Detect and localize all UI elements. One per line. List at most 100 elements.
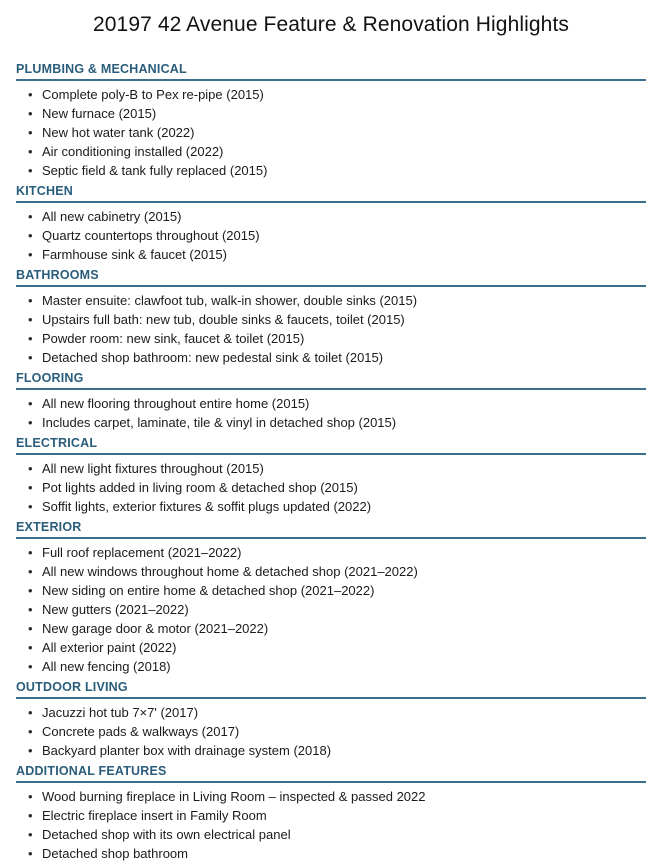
bullet-icon bbox=[28, 657, 38, 676]
section-bathrooms: BATHROOMS Master ensuite: clawfoot tub, … bbox=[16, 268, 646, 367]
feature-list: Wood burning fireplace in Living Room – … bbox=[16, 787, 646, 863]
feature-text: Soffit lights, exterior fixtures & soffi… bbox=[42, 499, 372, 514]
feature-item: Electric fireplace insert in Family Room bbox=[28, 806, 646, 825]
feature-item: Wood burning fireplace in Living Room – … bbox=[28, 787, 646, 806]
feature-item: Detached shop bathroom bbox=[28, 844, 646, 863]
section-exterior: EXTERIOR Full roof replacement (2021–202… bbox=[16, 520, 646, 676]
page-title: 20197 42 Avenue Feature & Renovation Hig… bbox=[93, 13, 569, 36]
feature-text: Full roof replacement (2021–2022) bbox=[42, 545, 242, 560]
bullet-icon bbox=[28, 123, 38, 142]
bullet-icon bbox=[28, 310, 38, 329]
feature-text: Pot lights added in living room & detach… bbox=[42, 480, 358, 495]
feature-list: Master ensuite: clawfoot tub, walk-in sh… bbox=[16, 291, 646, 367]
feature-item: Backyard planter box with drainage syste… bbox=[28, 741, 646, 760]
feature-item: Detached shop bathroom: new pedestal sin… bbox=[28, 348, 646, 367]
bullet-icon bbox=[28, 142, 38, 161]
feature-item: Detached shop with its own electrical pa… bbox=[28, 825, 646, 844]
bullet-icon bbox=[28, 638, 38, 657]
bullet-icon bbox=[28, 413, 38, 432]
section-additional-features: ADDITIONAL FEATURES Wood burning firepla… bbox=[16, 764, 646, 863]
feature-text: Master ensuite: clawfoot tub, walk-in sh… bbox=[42, 293, 418, 308]
feature-item: All new light fixtures throughout (2015) bbox=[28, 459, 646, 478]
feature-text: All new light fixtures throughout (2015) bbox=[42, 461, 264, 476]
bullet-icon bbox=[28, 600, 38, 619]
feature-text: New furnace (2015) bbox=[42, 106, 157, 121]
bullet-icon bbox=[28, 619, 38, 638]
section-heading: OUTDOOR LIVING bbox=[16, 680, 646, 699]
feature-item: New furnace (2015) bbox=[28, 104, 646, 123]
bullet-icon bbox=[28, 104, 38, 123]
feature-text: New gutters (2021–2022) bbox=[42, 602, 189, 617]
bullet-icon bbox=[28, 543, 38, 562]
bullet-icon bbox=[28, 787, 38, 806]
feature-item: Concrete pads & walkways (2017) bbox=[28, 722, 646, 741]
bullet-icon bbox=[28, 562, 38, 581]
feature-item: New siding on entire home & detached sho… bbox=[28, 581, 646, 600]
feature-item: Soffit lights, exterior fixtures & soffi… bbox=[28, 497, 646, 516]
section-flooring: FLOORING All new flooring throughout ent… bbox=[16, 371, 646, 432]
bullet-icon bbox=[28, 741, 38, 760]
section-heading: ELECTRICAL bbox=[16, 436, 646, 455]
feature-list: All new cabinetry (2015) Quartz countert… bbox=[16, 207, 646, 264]
feature-item: New hot water tank (2022) bbox=[28, 123, 646, 142]
section-plumbing-mechanical: PLUMBING & MECHANICAL Complete poly-B to… bbox=[16, 62, 646, 180]
feature-item: New garage door & motor (2021–2022) bbox=[28, 619, 646, 638]
feature-text: All new fencing (2018) bbox=[42, 659, 171, 674]
bullet-icon bbox=[28, 329, 38, 348]
feature-item: Pot lights added in living room & detach… bbox=[28, 478, 646, 497]
feature-text: Concrete pads & walkways (2017) bbox=[42, 724, 240, 739]
feature-item: Master ensuite: clawfoot tub, walk-in sh… bbox=[28, 291, 646, 310]
feature-item: New gutters (2021–2022) bbox=[28, 600, 646, 619]
feature-text: Quartz countertops throughout (2015) bbox=[42, 228, 260, 243]
feature-item: Powder room: new sink, faucet & toilet (… bbox=[28, 329, 646, 348]
feature-item: All new cabinetry (2015) bbox=[28, 207, 646, 226]
section-heading: ADDITIONAL FEATURES bbox=[16, 764, 646, 783]
bullet-icon bbox=[28, 581, 38, 600]
feature-text: Powder room: new sink, faucet & toilet (… bbox=[42, 331, 305, 346]
feature-text: New garage door & motor (2021–2022) bbox=[42, 621, 269, 636]
bullet-icon bbox=[28, 722, 38, 741]
feature-list: Full roof replacement (2021–2022) All ne… bbox=[16, 543, 646, 676]
bullet-icon bbox=[28, 394, 38, 413]
bullet-icon bbox=[28, 459, 38, 478]
feature-text: Jacuzzi hot tub 7×7' (2017) bbox=[42, 705, 199, 720]
feature-text: Farmhouse sink & faucet (2015) bbox=[42, 247, 227, 262]
feature-item: Jacuzzi hot tub 7×7' (2017) bbox=[28, 703, 646, 722]
bullet-icon bbox=[28, 245, 38, 264]
bullet-icon bbox=[28, 207, 38, 226]
feature-item: Includes carpet, laminate, tile & vinyl … bbox=[28, 413, 646, 432]
bullet-icon bbox=[28, 291, 38, 310]
feature-item: All new flooring throughout entire home … bbox=[28, 394, 646, 413]
bullet-icon bbox=[28, 844, 38, 863]
bullet-icon bbox=[28, 85, 38, 104]
feature-list: All new light fixtures throughout (2015)… bbox=[16, 459, 646, 516]
feature-text: Wood burning fireplace in Living Room – … bbox=[42, 789, 426, 804]
section-heading: FLOORING bbox=[16, 371, 646, 390]
feature-text: Septic field & tank fully replaced (2015… bbox=[42, 163, 268, 178]
feature-text: Complete poly-B to Pex re-pipe (2015) bbox=[42, 87, 264, 102]
feature-list: Complete poly-B to Pex re-pipe (2015) Ne… bbox=[16, 85, 646, 180]
feature-text: Includes carpet, laminate, tile & vinyl … bbox=[42, 415, 397, 430]
feature-item: All new fencing (2018) bbox=[28, 657, 646, 676]
feature-item: Septic field & tank fully replaced (2015… bbox=[28, 161, 646, 180]
feature-text: Air conditioning installed (2022) bbox=[42, 144, 224, 159]
feature-text: All new flooring throughout entire home … bbox=[42, 396, 310, 411]
feature-item: Complete poly-B to Pex re-pipe (2015) bbox=[28, 85, 646, 104]
bullet-icon bbox=[28, 497, 38, 516]
feature-text: All new cabinetry (2015) bbox=[42, 209, 182, 224]
bullet-icon bbox=[28, 703, 38, 722]
feature-list: All new flooring throughout entire home … bbox=[16, 394, 646, 432]
feature-item: All exterior paint (2022) bbox=[28, 638, 646, 657]
feature-text: Detached shop bathroom bbox=[42, 846, 188, 861]
feature-item: Full roof replacement (2021–2022) bbox=[28, 543, 646, 562]
bullet-icon bbox=[28, 348, 38, 367]
feature-item: Upstairs full bath: new tub, double sink… bbox=[28, 310, 646, 329]
feature-text: Detached shop bathroom: new pedestal sin… bbox=[42, 350, 384, 365]
bullet-icon bbox=[28, 806, 38, 825]
bullet-icon bbox=[28, 478, 38, 497]
section-outdoor-living: OUTDOOR LIVING Jacuzzi hot tub 7×7' (201… bbox=[16, 680, 646, 760]
feature-item: Farmhouse sink & faucet (2015) bbox=[28, 245, 646, 264]
section-heading: PLUMBING & MECHANICAL bbox=[16, 62, 646, 81]
section-heading: EXTERIOR bbox=[16, 520, 646, 539]
